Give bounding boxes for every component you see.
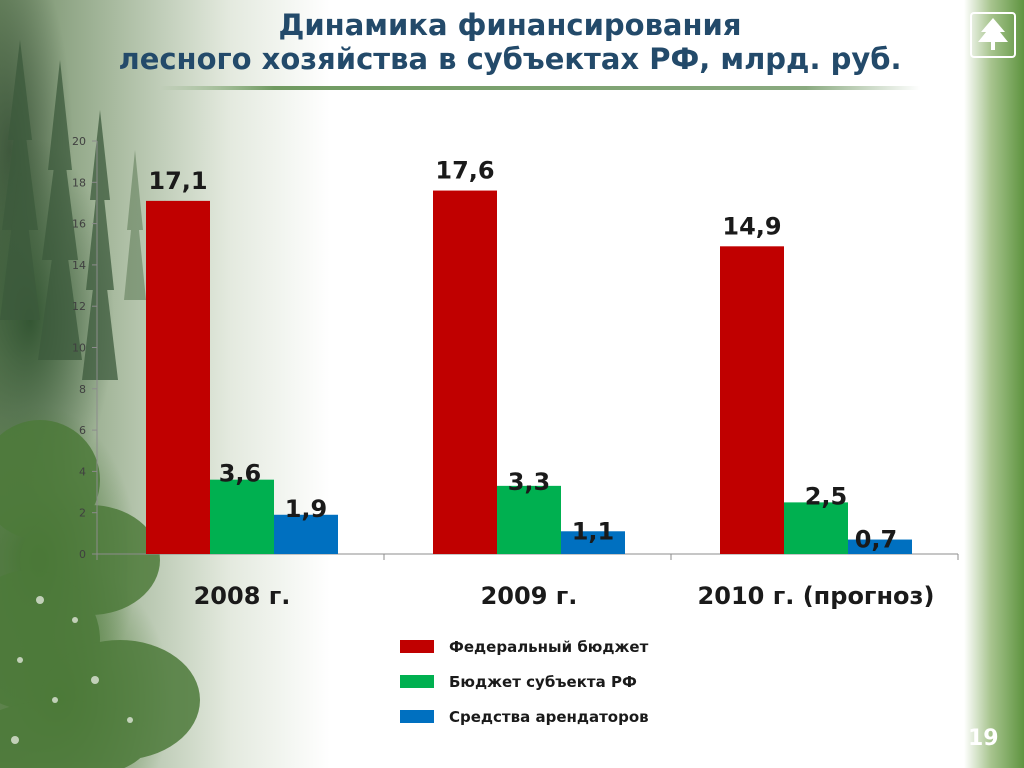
category-label: 2009 г. xyxy=(481,582,578,610)
bar xyxy=(561,531,625,554)
y-tick-label: 2 xyxy=(79,507,86,520)
bar xyxy=(210,479,274,554)
data-label: 1,9 xyxy=(285,495,328,523)
data-label: 14,9 xyxy=(722,212,781,240)
page-number: 19 xyxy=(968,726,999,751)
legend-swatch xyxy=(400,710,434,723)
legend-label: Бюджет субъекта РФ xyxy=(449,673,637,691)
slide-title: Динамика финансирования лесного хозяйств… xyxy=(60,8,960,76)
data-label: 17,6 xyxy=(435,157,494,185)
y-tick-label: 4 xyxy=(79,465,86,478)
bar xyxy=(720,246,784,554)
data-label: 3,3 xyxy=(508,468,551,496)
y-tick-label: 12 xyxy=(72,300,86,313)
legend-swatch xyxy=(400,675,434,688)
y-tick-label: 18 xyxy=(72,176,86,189)
data-label: 3,6 xyxy=(219,460,262,488)
forest-logo-icon xyxy=(970,12,1016,58)
data-label: 1,1 xyxy=(572,517,615,545)
bar xyxy=(274,514,338,554)
category-label: 2010 г. (прогноз) xyxy=(698,582,935,610)
data-label: 0,7 xyxy=(855,526,898,554)
legend-swatch xyxy=(400,640,434,653)
y-tick-label: 0 xyxy=(79,548,86,561)
data-label: 17,1 xyxy=(148,167,207,195)
bar xyxy=(848,539,912,554)
category-label: 2008 г. xyxy=(194,582,291,610)
bar xyxy=(146,200,210,554)
forest-background xyxy=(0,0,330,768)
forest-illustration xyxy=(0,40,200,768)
title-line-2: лесного хозяйства в субъектах РФ, млрд. … xyxy=(118,42,902,76)
y-tick-label: 16 xyxy=(72,218,86,231)
legend-label: Средства арендаторов xyxy=(449,708,649,726)
y-tick-label: 8 xyxy=(79,383,86,396)
bar xyxy=(784,502,848,554)
title-divider xyxy=(160,86,920,90)
data-label: 2,5 xyxy=(805,482,848,510)
y-tick-label: 20 xyxy=(72,135,86,148)
y-tick-label: 10 xyxy=(72,342,86,355)
right-decor-strip xyxy=(964,0,1024,768)
bar xyxy=(497,485,561,554)
bar xyxy=(433,190,497,554)
y-tick-label: 6 xyxy=(79,424,86,437)
legend-label: Федеральный бюджет xyxy=(449,638,649,656)
title-line-1: Динамика финансирования xyxy=(278,8,742,42)
y-tick-label: 14 xyxy=(72,259,86,272)
